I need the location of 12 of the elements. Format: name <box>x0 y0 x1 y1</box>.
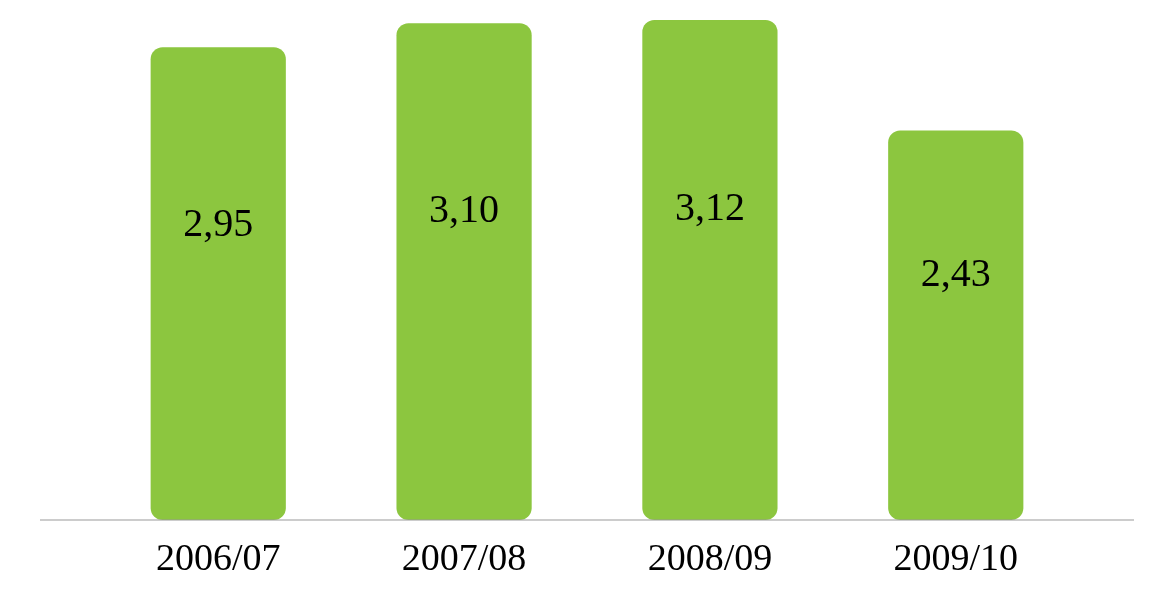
data-label: 3,12 <box>674 184 745 229</box>
x-tick-label: 2009/10 <box>893 536 1019 578</box>
data-label: 2,95 <box>183 200 254 246</box>
data-label: 3,10 <box>429 185 500 231</box>
data-label: 2,43 <box>920 250 991 296</box>
x-tick-label: 2007/08 <box>401 536 527 578</box>
x-tick-label: 2008/09 <box>647 536 773 578</box>
bar <box>150 47 286 520</box>
x-tick-label: 2006/07 <box>155 536 281 578</box>
bar <box>642 20 778 520</box>
bar <box>396 23 532 520</box>
bar <box>888 130 1024 520</box>
